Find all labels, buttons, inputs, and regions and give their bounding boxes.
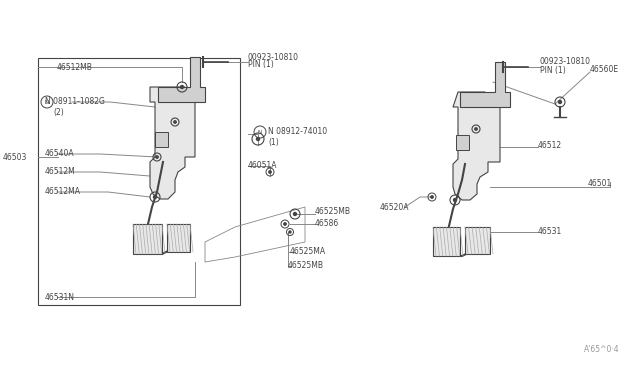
Text: 46531N: 46531N [45,292,75,301]
Text: 46520A: 46520A [380,203,410,212]
Circle shape [180,86,184,89]
Text: 00923-10810: 00923-10810 [248,52,299,61]
Circle shape [154,196,157,199]
Circle shape [294,212,296,215]
Circle shape [174,121,176,123]
Text: 46512MB: 46512MB [57,62,93,71]
Text: N: N [45,99,49,105]
Polygon shape [465,227,490,254]
Text: 46512M: 46512M [45,167,76,176]
Text: A'65^0·4: A'65^0·4 [584,346,620,355]
Polygon shape [155,132,168,147]
Text: PIN (1): PIN (1) [540,65,566,74]
Polygon shape [158,57,205,102]
Polygon shape [460,62,510,107]
Text: N 08911-1082G: N 08911-1082G [45,97,105,106]
Circle shape [475,128,477,130]
Circle shape [269,171,271,173]
Circle shape [559,100,561,103]
Circle shape [289,231,291,233]
Text: 46525MB: 46525MB [288,260,324,269]
Polygon shape [150,87,195,199]
Circle shape [257,138,259,141]
Text: 46586: 46586 [315,219,339,228]
Text: 46503: 46503 [3,153,27,161]
Text: 46051A: 46051A [248,160,278,170]
Text: N 08912-74010: N 08912-74010 [268,128,327,137]
Text: 46531: 46531 [538,227,563,235]
Text: N: N [258,129,262,135]
Text: 00923-10810: 00923-10810 [540,58,591,67]
Text: PIN (1): PIN (1) [248,61,274,70]
Circle shape [156,156,158,158]
Text: 46525MA: 46525MA [290,247,326,256]
Circle shape [284,223,286,225]
Text: (1): (1) [268,138,279,147]
Polygon shape [456,135,469,150]
Bar [38,58,240,305]
Circle shape [431,196,433,198]
Text: (2): (2) [53,108,64,116]
Text: 46512: 46512 [538,141,562,151]
Text: 46525MB: 46525MB [315,208,351,217]
Text: 46501: 46501 [588,180,612,189]
Text: 46512MA: 46512MA [45,187,81,196]
Polygon shape [433,227,460,256]
Polygon shape [133,224,162,254]
Polygon shape [167,224,190,252]
Polygon shape [453,92,500,200]
Text: 46540A: 46540A [45,150,75,158]
Text: 46560E: 46560E [590,64,619,74]
Circle shape [454,199,456,202]
